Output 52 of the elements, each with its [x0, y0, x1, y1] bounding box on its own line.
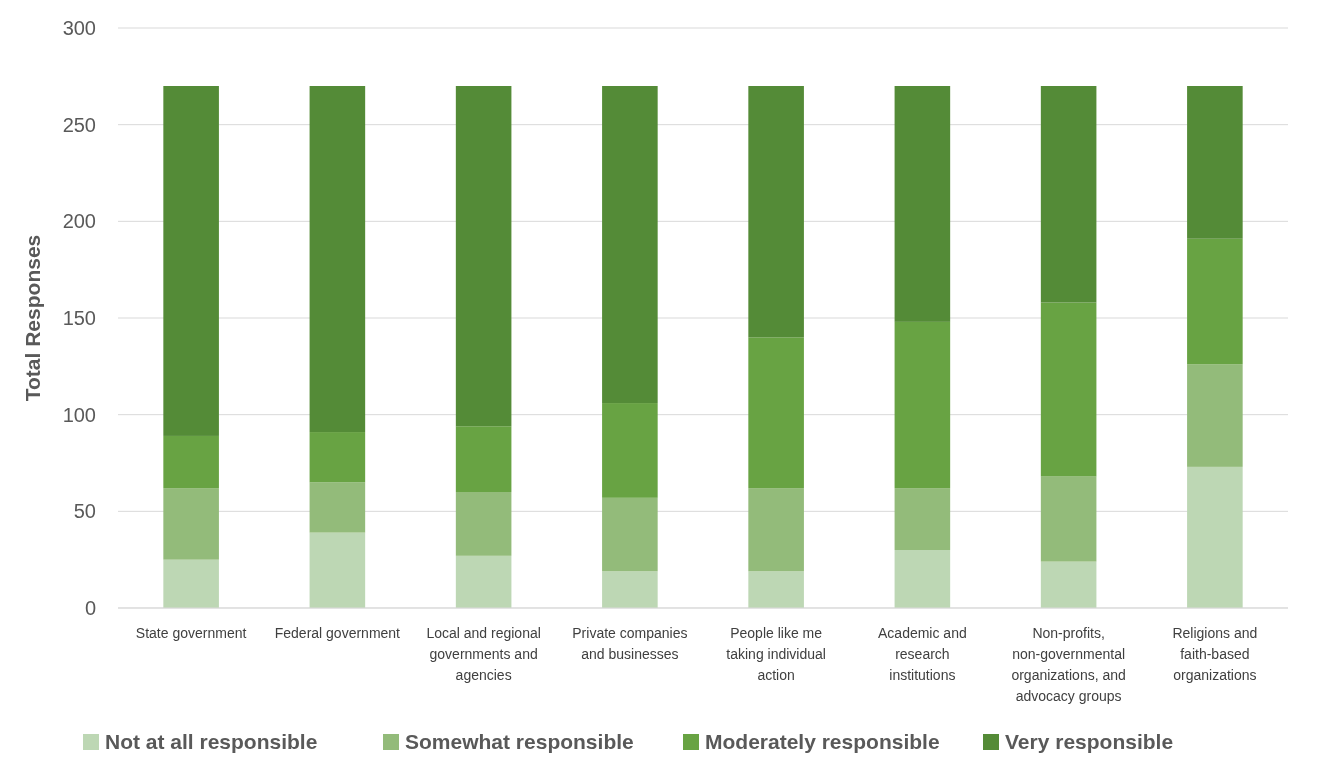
bar	[1187, 86, 1243, 239]
bar	[1187, 466, 1243, 608]
bar	[748, 488, 804, 572]
bar	[309, 532, 366, 608]
bar	[455, 555, 512, 608]
bar	[1040, 561, 1097, 608]
bar	[1040, 302, 1097, 477]
y-tick-label: 300	[62, 17, 96, 39]
y-axis-title: Total Responses	[21, 234, 44, 402]
bar	[602, 403, 658, 498]
bar	[455, 492, 512, 556]
y-tick-label: 250	[62, 113, 96, 136]
bar	[1187, 238, 1243, 365]
y-tick-label: 50	[73, 500, 96, 523]
bar	[748, 337, 804, 489]
x-tick-label: State government	[135, 625, 247, 641]
bar	[1187, 364, 1243, 467]
bar	[894, 321, 951, 489]
y-tick-label: 200	[62, 210, 96, 233]
bar	[163, 435, 219, 489]
legend-label: Moderately responsible	[705, 730, 940, 754]
bar	[455, 86, 512, 427]
bar	[163, 559, 219, 608]
bar	[894, 488, 951, 550]
x-tick-label: People like me taking individual action	[726, 625, 826, 683]
bar	[309, 86, 366, 433]
bar	[894, 86, 951, 322]
bar	[602, 571, 658, 608]
y-tick-label: 100	[62, 403, 96, 426]
legend-label: Not at all responsible	[105, 730, 318, 754]
bar	[748, 571, 804, 608]
y-tick-label: 0	[84, 597, 96, 619]
bar	[602, 497, 658, 572]
x-tick-label: Religions and faith-based organizations	[1172, 625, 1258, 683]
bar	[1040, 476, 1097, 562]
bar	[602, 86, 658, 404]
legend-label: Very responsible	[1005, 730, 1174, 754]
x-tick-label: Private companies and businesses	[572, 625, 688, 662]
bar	[163, 86, 219, 436]
bar	[309, 482, 366, 533]
x-tick-label: Local and regional governments and agencies	[426, 625, 541, 683]
bar	[163, 488, 219, 560]
y-tick-label: 150	[62, 307, 96, 329]
bar	[894, 550, 951, 608]
x-tick-label: Federal government	[274, 625, 401, 641]
x-tick-label: Non-profits, non-governmental organizations, and advocacy groups	[1011, 625, 1126, 704]
bar	[1040, 86, 1097, 303]
legend-label: Somewhat responsible	[405, 730, 634, 754]
bar	[455, 426, 512, 492]
x-tick-label: Academic and research institutions	[878, 625, 967, 683]
bar	[748, 86, 804, 338]
bar	[309, 432, 366, 483]
